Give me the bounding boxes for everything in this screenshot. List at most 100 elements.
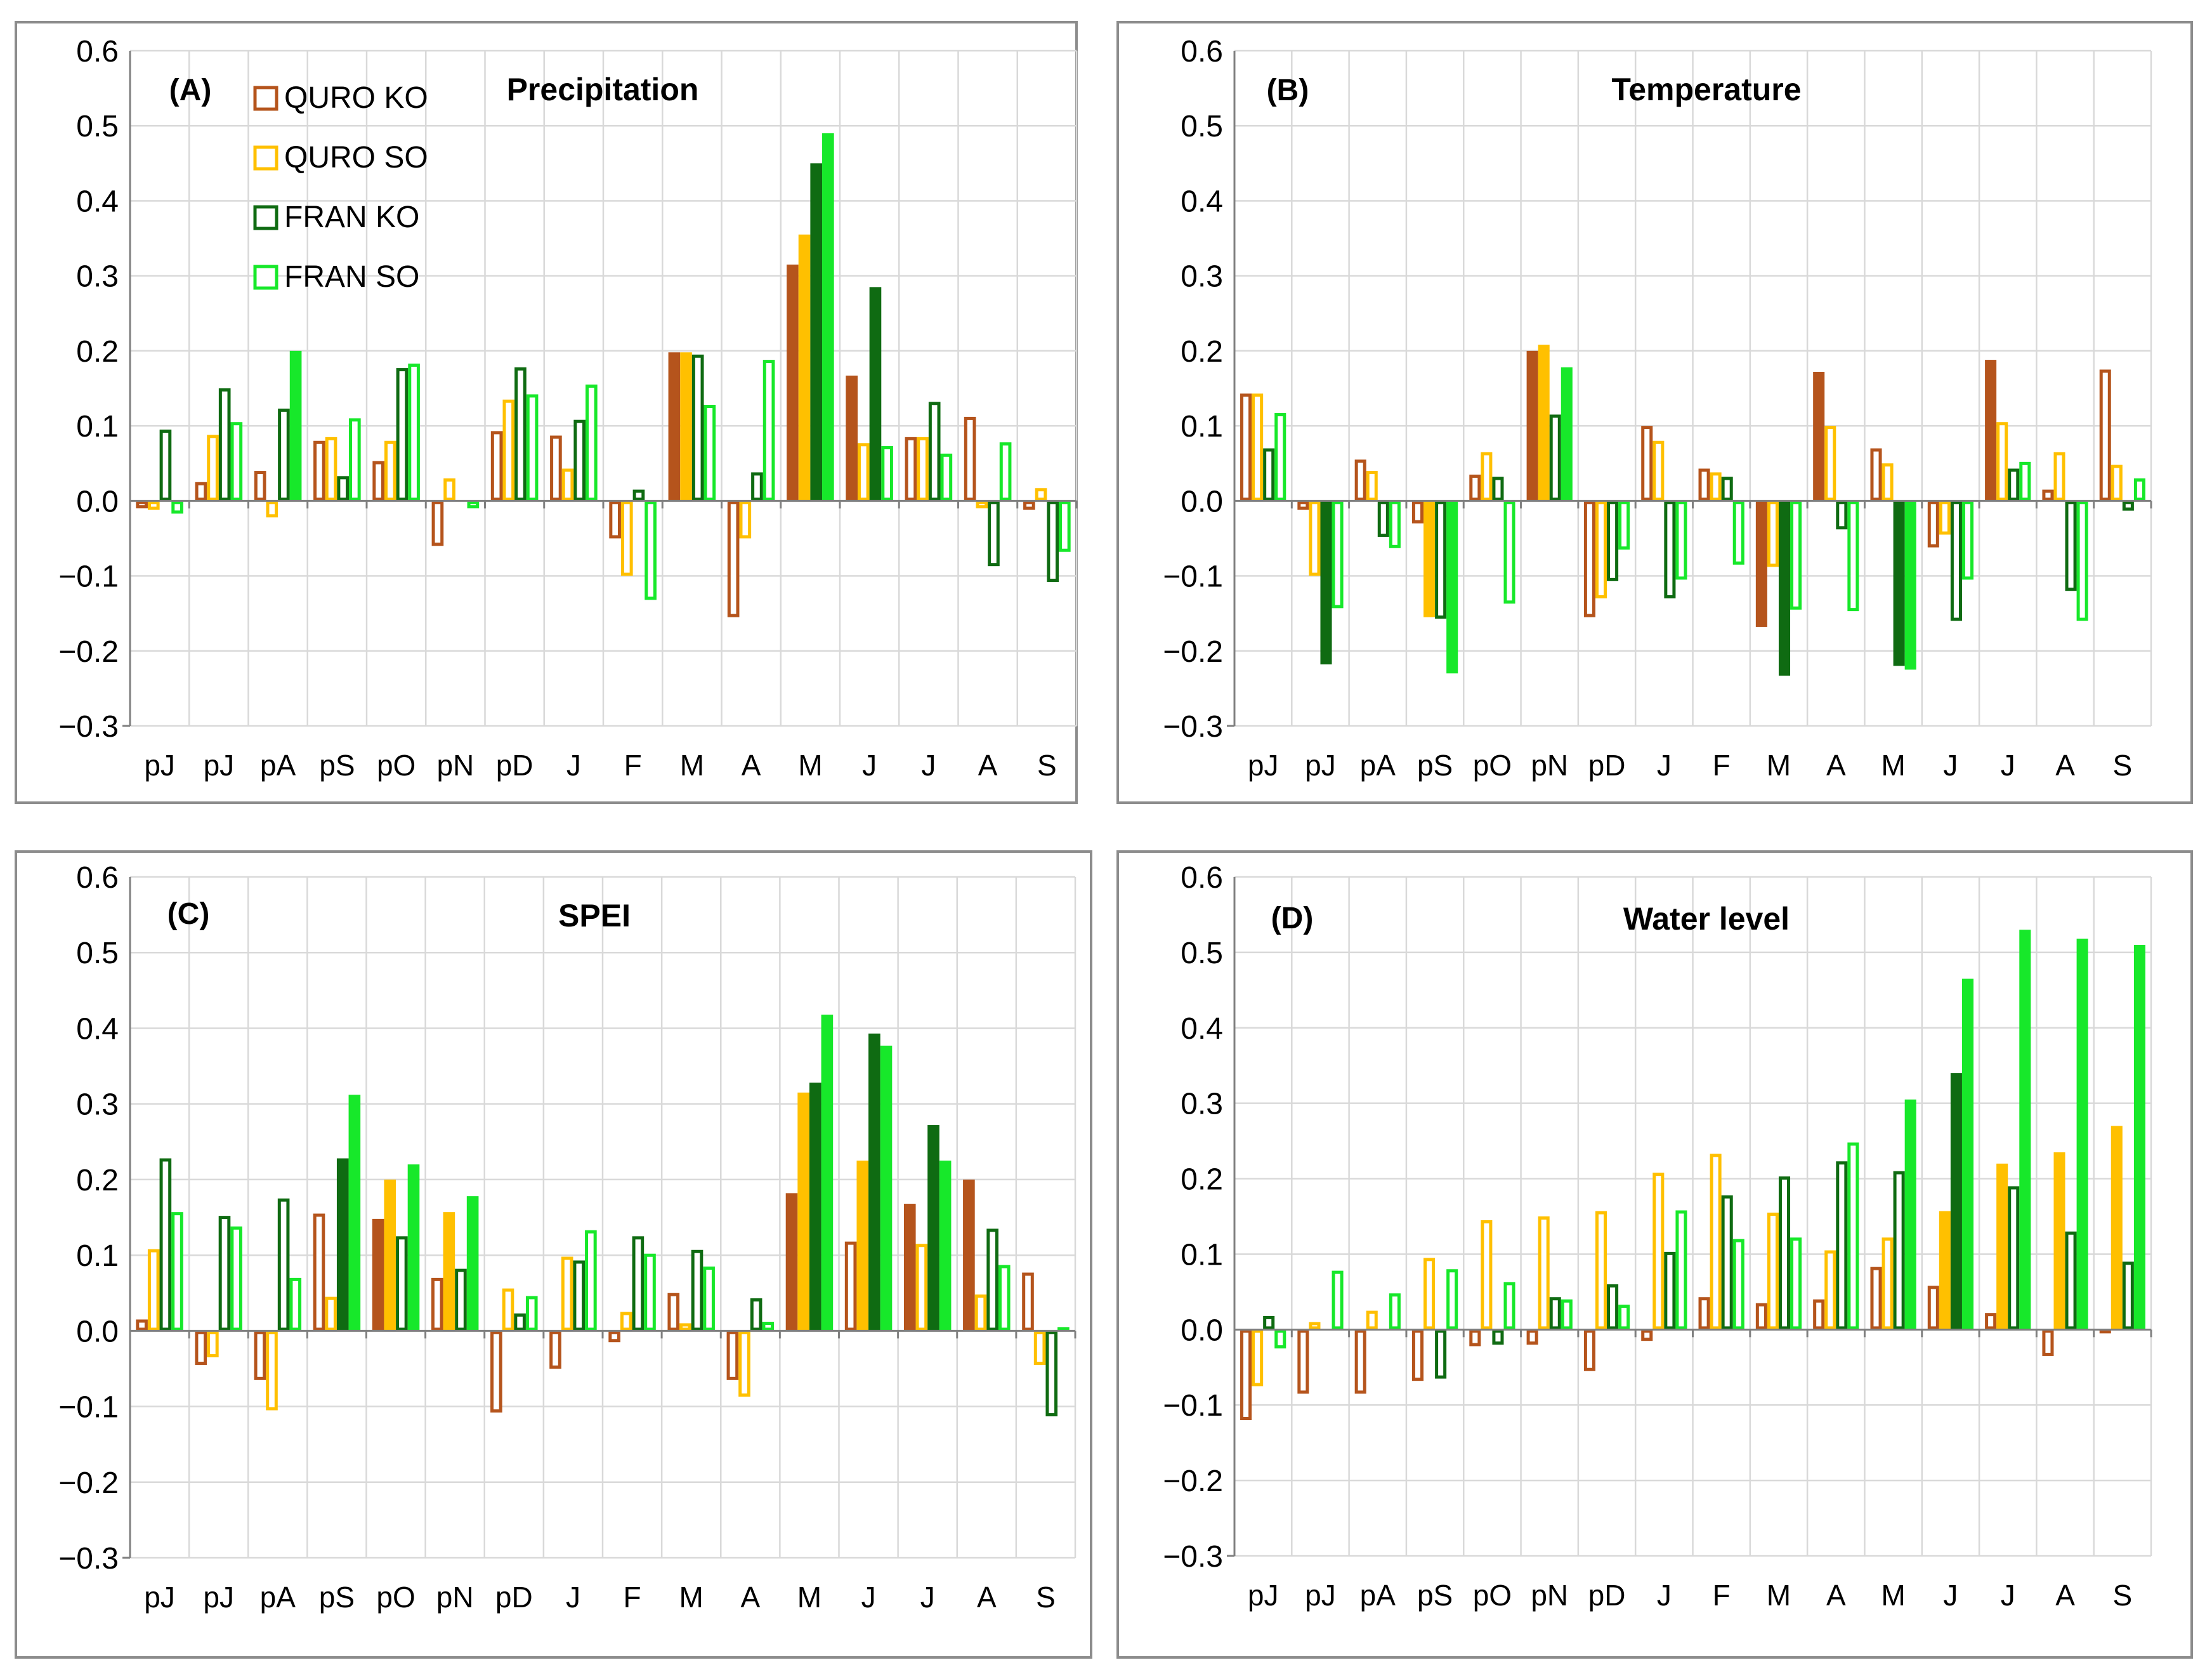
bar-fran-so: [289, 1277, 302, 1331]
bar-quro-so: [915, 1244, 928, 1331]
bar-quro-ko: [1526, 1329, 1538, 1345]
bar-fran-ko: [632, 1236, 645, 1331]
bar-quro-so: [917, 437, 929, 501]
bar-fran-so: [1904, 1099, 1916, 1330]
x-tick-label: pJ: [204, 749, 235, 782]
panel-frame: [1116, 21, 2193, 804]
bar-quro-ko: [1641, 1329, 1653, 1341]
x-tick-label: pJ: [1248, 1579, 1279, 1612]
x-tick-label: pO: [1473, 1579, 1512, 1612]
bar-quro-ko: [785, 1193, 798, 1331]
bar-fran-ko: [1721, 477, 1733, 501]
bar-quro-so: [1939, 1211, 1951, 1330]
x-tick-label: A: [977, 1581, 997, 1614]
bar-quro-ko: [1927, 1286, 1939, 1330]
bar-fran-so: [230, 1226, 242, 1331]
bar-fran-ko: [514, 367, 527, 501]
bar-fran-so: [1790, 501, 1802, 610]
bar-quro-ko: [1813, 1299, 1825, 1330]
x-tick-label: pA: [260, 1581, 296, 1614]
y-tick-label: 0.0: [1181, 485, 1223, 518]
bar-quro-ko: [550, 435, 562, 501]
bar-fran-so: [1790, 1237, 1802, 1330]
bar-fran-ko: [1320, 501, 1332, 665]
bar-fran-so: [1961, 501, 1974, 580]
bar-fran-so: [703, 1266, 715, 1331]
bar-quro-so: [1309, 501, 1321, 576]
x-tick-label: pS: [1417, 749, 1453, 782]
bar-quro-so: [1366, 1310, 1378, 1330]
bar-quro-so: [1882, 463, 1894, 501]
bar-quro-ko: [1985, 360, 1997, 501]
y-tick-label: −0.3: [1163, 1540, 1223, 1574]
bar-fran-ko: [1778, 1176, 1791, 1330]
bar-quro-ko: [313, 1213, 325, 1331]
chart-title: Precipitation: [507, 72, 699, 107]
x-tick-label: pO: [377, 749, 416, 782]
y-tick-label: 0.0: [76, 485, 119, 518]
bar-fran-so: [1446, 501, 1458, 674]
legend-swatch: [253, 205, 278, 230]
y-tick-label: −0.2: [58, 635, 119, 669]
chart-title: SPEI: [558, 898, 631, 933]
x-tick-label: J: [2001, 749, 2015, 782]
bar-fran-so: [1847, 1142, 1859, 1330]
bar-fran-so: [1446, 1269, 1458, 1330]
bar-fran-so: [762, 1322, 775, 1331]
bar-fran-so: [1618, 1305, 1630, 1330]
bar-fran-so: [2133, 478, 2145, 501]
bar-quro-ko: [905, 437, 917, 501]
bar-quro-ko: [844, 1241, 857, 1331]
bar-quro-ko: [1870, 448, 1882, 501]
bar-quro-so: [976, 501, 988, 509]
bar-fran-ko: [1607, 501, 1619, 581]
bar-quro-so: [1652, 440, 1665, 501]
bar-fran-so: [407, 1164, 420, 1331]
y-tick-label: 0.3: [76, 260, 119, 294]
panel-label: (D): [1271, 902, 1314, 935]
bar-quro-ko: [136, 501, 148, 509]
y-tick-label: 0.4: [76, 1012, 119, 1046]
bar-fran-so: [644, 1253, 656, 1331]
y-tick-label: 0.3: [76, 1088, 119, 1122]
bar-fran-ko: [278, 408, 290, 501]
legend-swatch: [253, 265, 278, 290]
x-tick-label: A: [742, 749, 761, 782]
y-tick-label: 0.1: [1181, 410, 1223, 444]
bar-quro-so: [325, 437, 337, 501]
bar-quro-so: [1309, 1322, 1321, 1330]
bar-quro-so: [1595, 501, 1607, 599]
bar-fran-ko: [2008, 468, 2020, 501]
bar-quro-so: [266, 1331, 278, 1411]
y-tick-label: 0.4: [1181, 1012, 1223, 1046]
x-tick-label: M: [798, 749, 822, 782]
bar-fran-so: [171, 1212, 183, 1331]
bar-quro-so: [2053, 1152, 2065, 1330]
bar-quro-so: [974, 1294, 987, 1331]
bar-fran-so: [821, 1014, 834, 1331]
bar-quro-ko: [1411, 501, 1424, 523]
bar-quro-so: [1538, 1216, 1550, 1330]
bar-quro-so: [1252, 393, 1264, 501]
bar-fran-ko: [573, 419, 586, 501]
bar-fran-so: [1675, 1210, 1687, 1330]
bar-fran-so: [2019, 930, 2031, 1330]
bar-quro-so: [1767, 1213, 1779, 1330]
bar-fran-so: [408, 363, 420, 501]
x-tick-label: pA: [260, 749, 296, 782]
bar-fran-so: [1732, 501, 1744, 565]
panel-label: (C): [167, 897, 210, 931]
bar-fran-ko: [1263, 448, 1275, 501]
bar-quro-ko: [1526, 350, 1538, 501]
x-tick-label: pJ: [1305, 749, 1336, 782]
y-tick-label: 0.5: [1181, 937, 1223, 970]
x-tick-label: pS: [319, 749, 355, 782]
bar-quro-so: [739, 501, 752, 539]
x-tick-label: pA: [1360, 1579, 1396, 1612]
x-tick-label: pD: [1588, 749, 1626, 782]
bar-quro-so: [620, 1312, 632, 1331]
bar-quro-ko: [1354, 459, 1366, 501]
y-tick-label: −0.1: [58, 1391, 119, 1425]
bar-quro-so: [1996, 1163, 2008, 1330]
